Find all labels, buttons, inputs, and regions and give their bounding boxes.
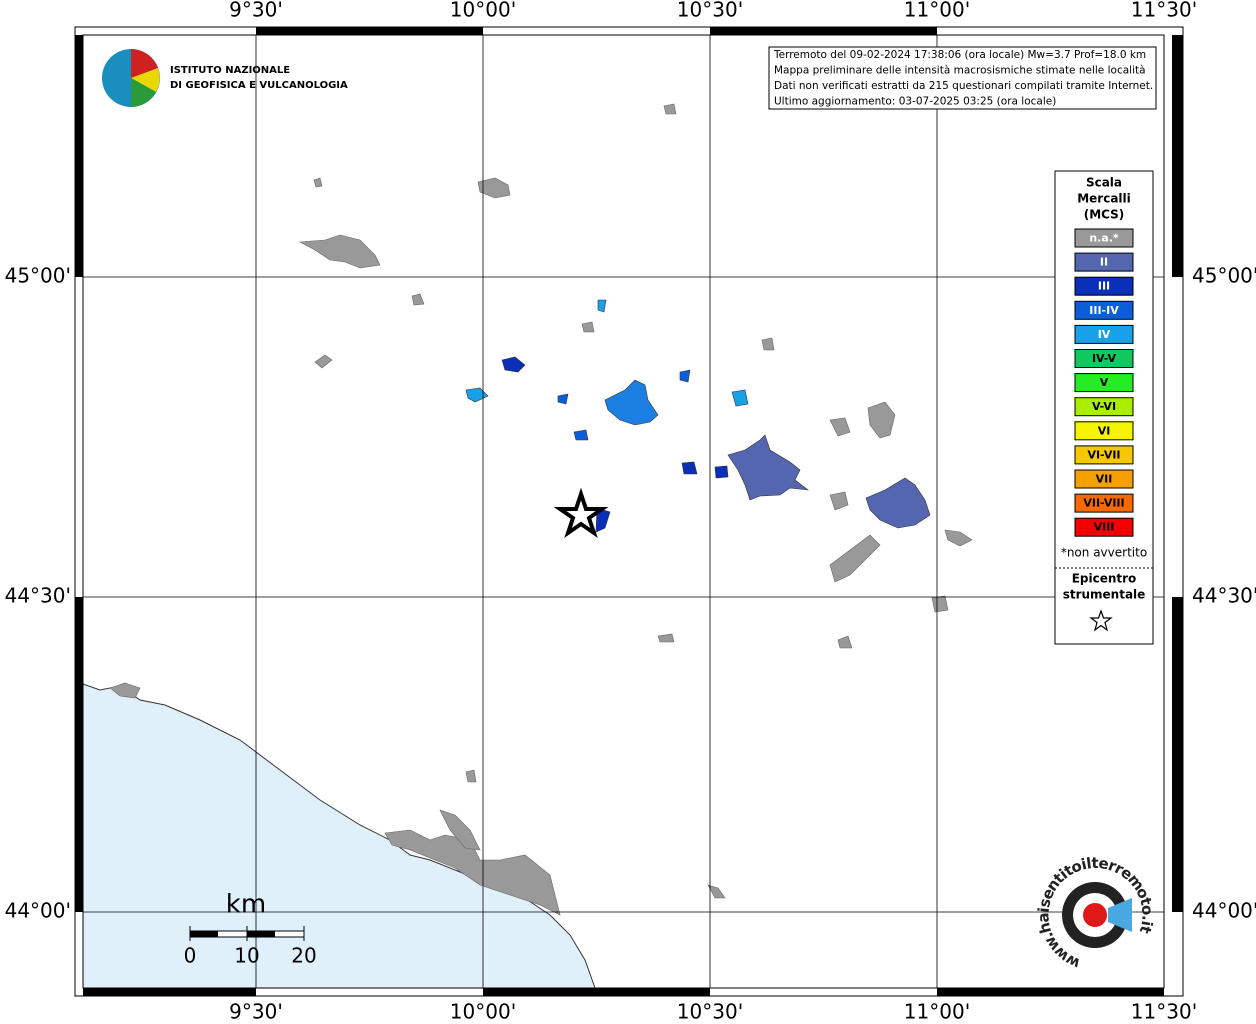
logo-text: ISTITUTO NAZIONALE xyxy=(170,65,290,76)
lon-label: 10°30' xyxy=(677,1000,743,1024)
lon-label: 10°00' xyxy=(450,1000,516,1024)
info-box xyxy=(768,46,1157,110)
scale-bar: km 0 10 20 xyxy=(184,890,317,968)
legend-swatch xyxy=(1074,252,1134,272)
lon-label: 11°30' xyxy=(1131,0,1197,22)
epicenter-star xyxy=(553,487,609,539)
legend-swatch xyxy=(1074,373,1134,393)
legend-swatch xyxy=(1074,324,1134,344)
legend-swatch xyxy=(1074,228,1134,248)
lon-label: 11°00' xyxy=(904,0,970,22)
lon-label: 11°30' xyxy=(1131,1000,1197,1024)
legend-label: n.a.* xyxy=(1089,232,1119,245)
legend-swatch xyxy=(1074,276,1134,296)
legend-swatch xyxy=(1074,469,1134,489)
legend-title: Scala xyxy=(1086,176,1122,190)
sea xyxy=(82,683,596,989)
graticule xyxy=(83,35,1164,988)
site-logo: www.haisentitoilterremoto.it xyxy=(1034,853,1157,973)
legend-title: (MCS) xyxy=(1084,208,1125,222)
legend-title: Mercalli xyxy=(1077,192,1131,206)
localities-intensity xyxy=(465,299,931,533)
legend-label: IV xyxy=(1098,328,1111,341)
legend-label: VI-VII xyxy=(1087,448,1120,461)
lat-label: 45°00' xyxy=(5,264,71,288)
lon-label: 10°30' xyxy=(677,0,743,22)
lat-label: 44°00' xyxy=(1192,899,1256,923)
info-line: Dati non verificati estratti da 215 ques… xyxy=(774,80,1153,92)
info-line: Mappa preliminare delle intensità macros… xyxy=(774,65,1146,77)
legend-label: III-IV xyxy=(1089,304,1119,317)
legend-label: V xyxy=(1100,376,1109,389)
legend-label: VII-VIII xyxy=(1083,497,1124,510)
legend-label: VIII xyxy=(1094,521,1115,534)
lon-label: 9°30' xyxy=(229,0,283,22)
legend-star xyxy=(1089,609,1113,632)
localities-na xyxy=(109,103,973,916)
lon-label: 11°00' xyxy=(904,1000,970,1024)
logo-text: DI GEOFISICA E VULCANOLOGIA xyxy=(170,80,348,91)
legend-note: *non avvertito xyxy=(1061,546,1147,560)
legend-label: VI xyxy=(1098,424,1111,437)
lat-label: 44°30' xyxy=(1192,584,1256,608)
lon-label: 9°30' xyxy=(229,1000,283,1024)
lat-label: 44°30' xyxy=(5,584,71,608)
lat-label: 45°00' xyxy=(1192,264,1256,288)
legend-label: IV-V xyxy=(1092,352,1117,365)
legend-swatch xyxy=(1074,421,1134,441)
legend-label: II xyxy=(1100,256,1108,269)
scale-label: 0 xyxy=(184,944,197,968)
legend-swatch xyxy=(1074,300,1134,320)
legend-swatch xyxy=(1074,493,1134,513)
info-line: Terremoto del 09-02-2024 17:38:06 (ora l… xyxy=(773,49,1146,61)
ingv-logo: ISTITUTO NAZIONALE DI GEOFISICA E VULCAN… xyxy=(102,49,348,107)
legend-swatch xyxy=(1074,349,1134,368)
frame xyxy=(74,26,1184,997)
scale-label: 10 xyxy=(234,944,259,968)
legend-label: VII xyxy=(1096,473,1113,486)
legend-label: III xyxy=(1098,280,1110,293)
scale-label: 20 xyxy=(291,944,316,968)
legend-swatch xyxy=(1074,445,1134,465)
legend-epicenter: strumentale xyxy=(1063,588,1146,602)
legend-label: V-VI xyxy=(1092,400,1116,413)
legend-swatch xyxy=(1074,517,1134,537)
lon-label: 10°00' xyxy=(450,0,516,22)
legend-epicenter: Epicentro xyxy=(1072,572,1137,586)
legend-swatch xyxy=(1074,397,1134,417)
scale-unit: km xyxy=(226,890,266,920)
info-line: Ultimo aggiornamento: 03-07-2025 03:25 (… xyxy=(774,96,1056,108)
lat-label: 44°00' xyxy=(5,899,71,923)
